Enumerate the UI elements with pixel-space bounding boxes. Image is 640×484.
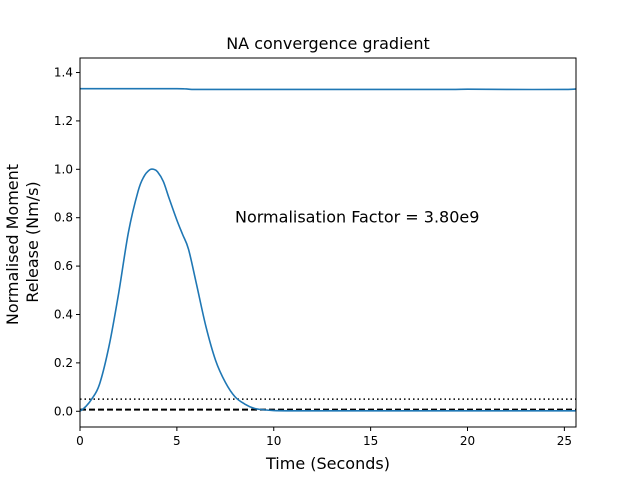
y-tick-label: 1.4 <box>54 66 73 80</box>
x-tick-label: 5 <box>173 434 181 448</box>
chart-title: NA convergence gradient <box>226 34 430 53</box>
x-tick-label: 15 <box>363 434 378 448</box>
series-line-1 <box>80 87 576 91</box>
y-axis-label-line-2: Release (Nm/s) <box>23 181 42 302</box>
y-tick-label: 1.2 <box>54 114 73 128</box>
plot-frame <box>79 57 577 428</box>
y-tick-label: 0.2 <box>54 356 73 370</box>
y-tick-label: 1.0 <box>54 162 73 176</box>
y-tick-label: 0.8 <box>54 211 73 225</box>
x-tick-label: 0 <box>76 434 84 448</box>
y-tick-label: 0.0 <box>54 404 73 418</box>
normalisation-factor-annotation: Normalisation Factor = 3.80e9 <box>235 208 479 227</box>
y-axis-label: Normalised Moment Release (Nm/s) <box>3 159 42 325</box>
y-tick-label: 0.4 <box>54 307 73 321</box>
y-tick-label: 0.6 <box>54 259 73 273</box>
x-tick-label: 25 <box>557 434 572 448</box>
series-line-2 <box>80 168 576 412</box>
x-tick-label: 20 <box>460 434 475 448</box>
x-tick-label: 10 <box>266 434 281 448</box>
y-axis-label-line-1: Normalised Moment <box>3 164 22 325</box>
x-axis-label: Time (Seconds) <box>265 454 390 473</box>
